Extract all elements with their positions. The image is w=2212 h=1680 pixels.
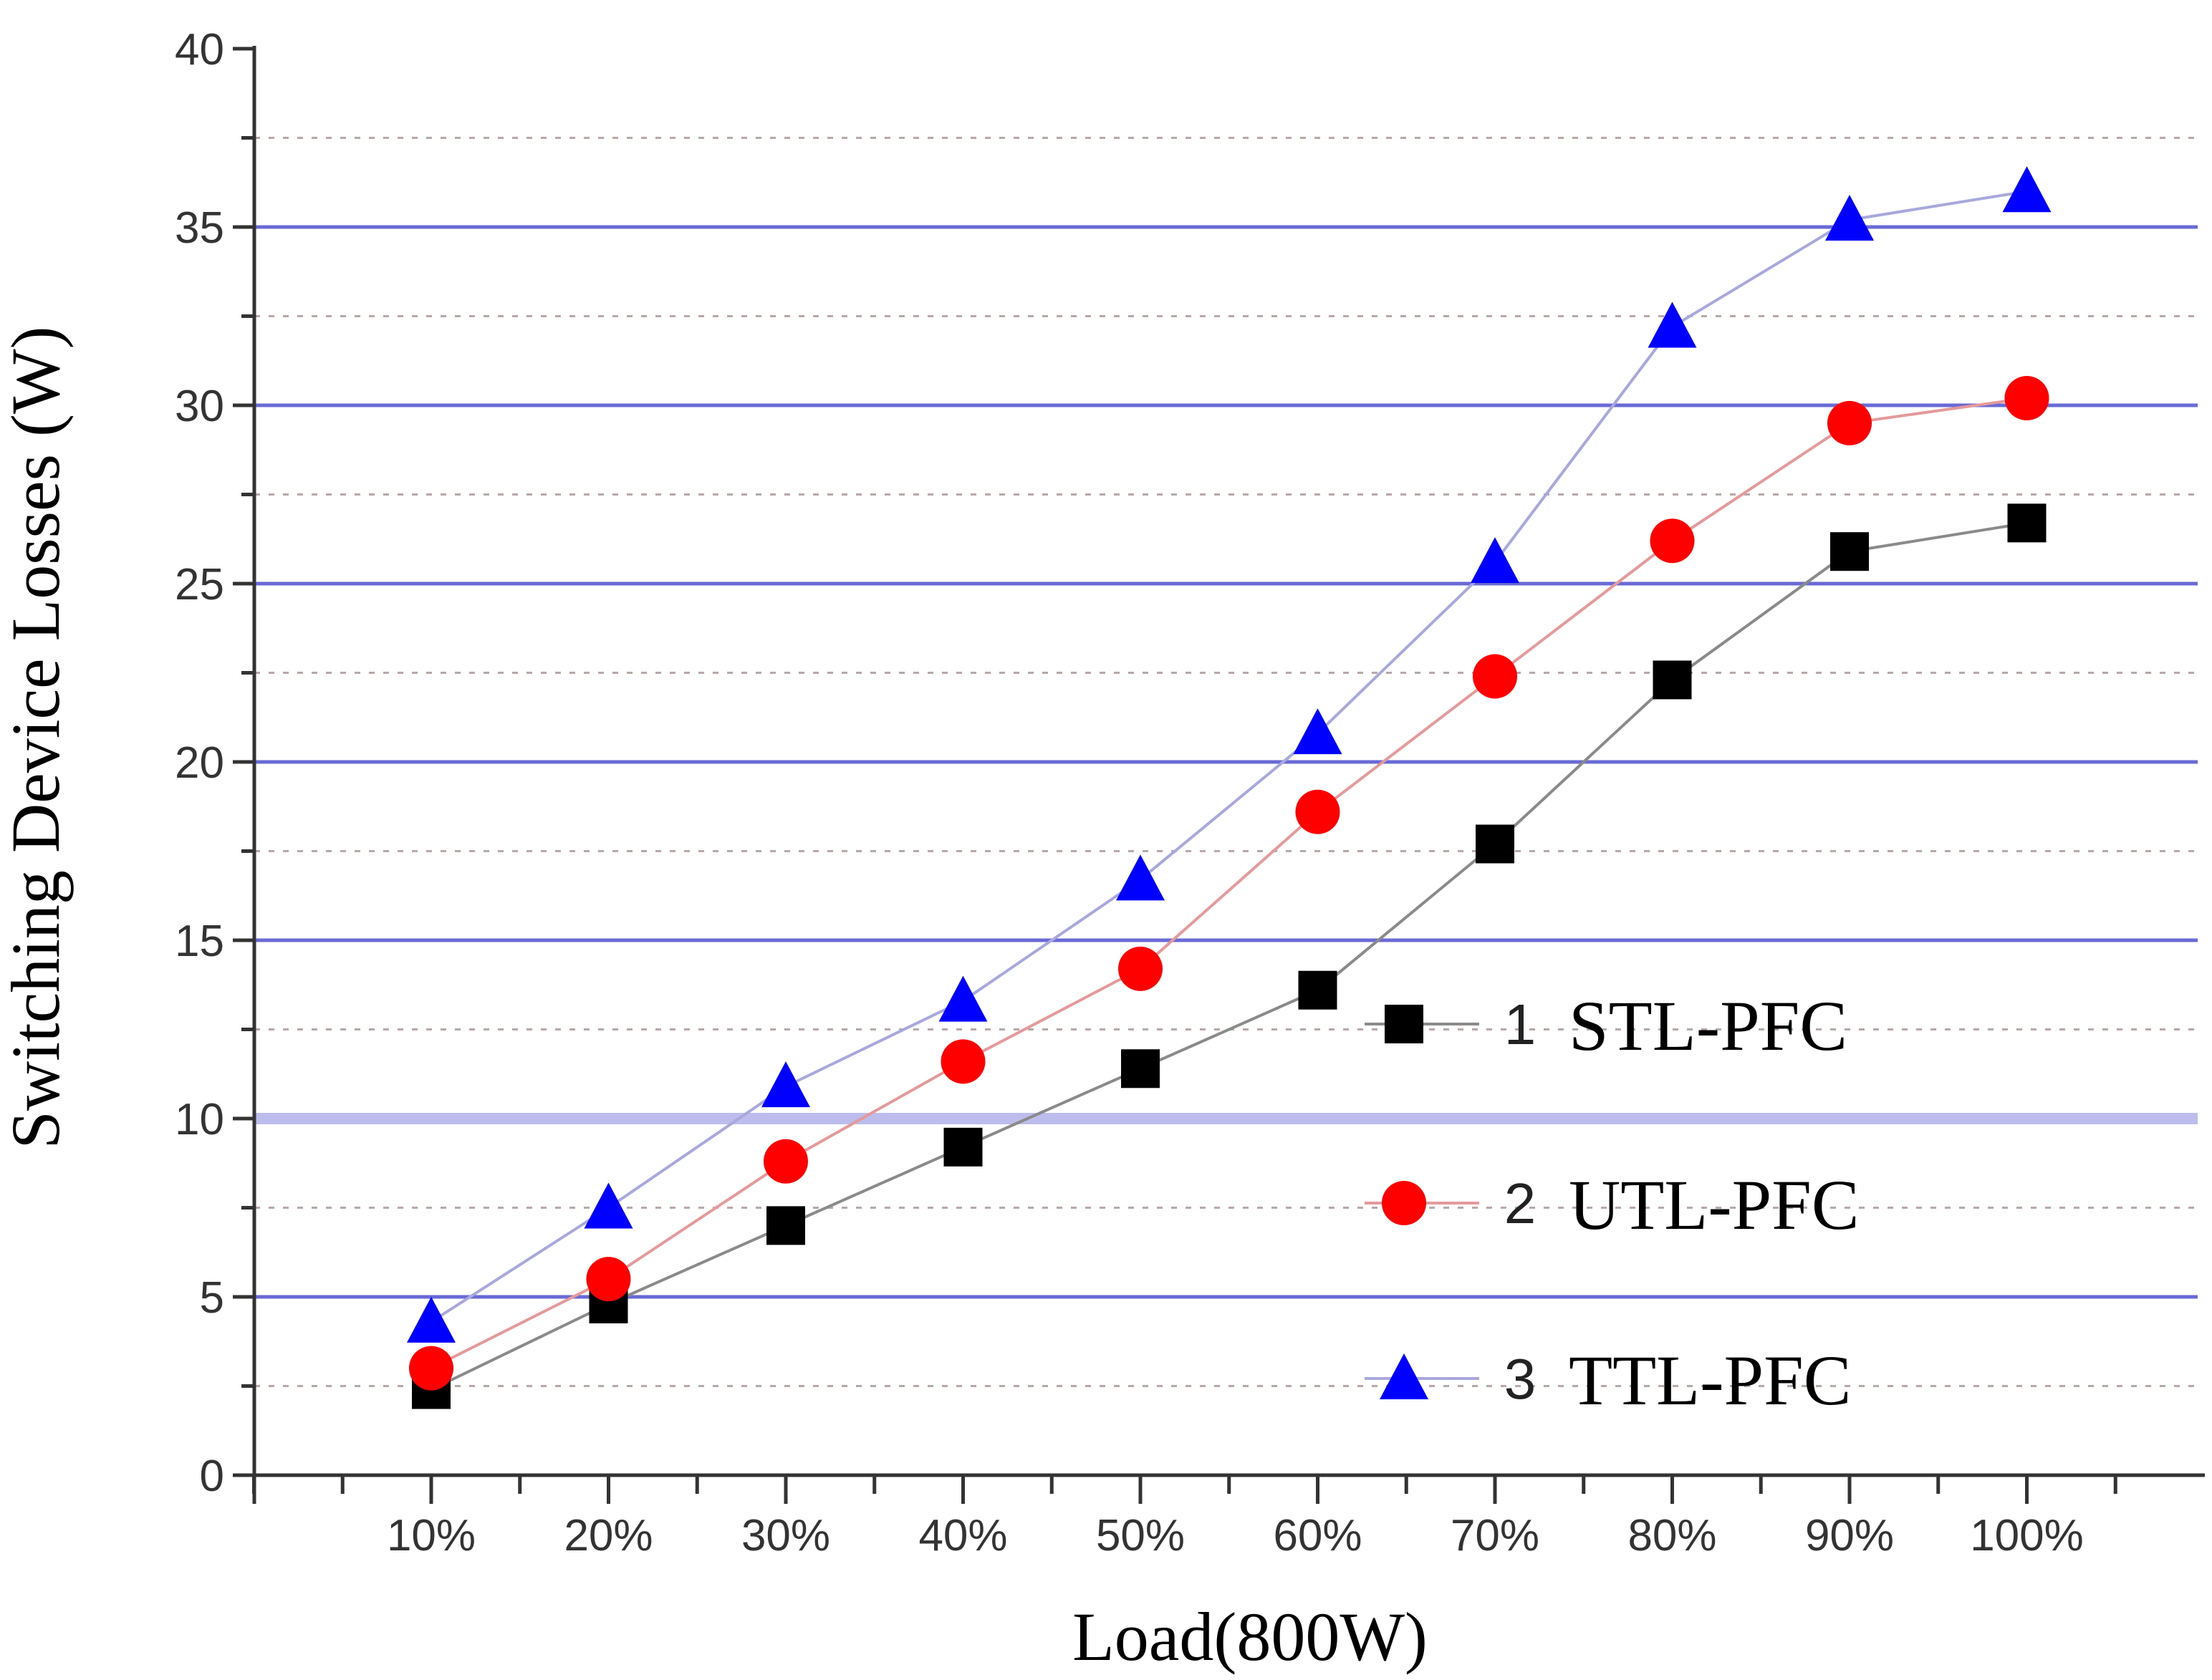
grid [254,137,2198,1387]
x-tick-label: 50% [1096,1511,1185,1560]
legend-number: 2 [1504,1172,1537,1235]
data-point [1473,654,1517,699]
data-point [943,1127,983,1167]
data-point [2004,376,2049,421]
data-point [1298,970,1337,1010]
data-point [2007,503,2047,543]
data-point [2002,166,2052,213]
data-point [1653,660,1692,700]
data-point [1648,301,1697,348]
legend-item-ttl-pfc: 3 TTL-PFC [1365,1341,1851,1420]
legend-marker [1380,1353,1428,1399]
series-stl-pfc [412,503,2047,1409]
legend-label: STL-PFC [1569,986,1847,1066]
y-tick-label: 0 [200,1452,224,1501]
data-point [1118,946,1163,991]
data-point [1116,854,1165,901]
data-point [409,1346,453,1391]
legend-label: UTL-PFC [1569,1165,1860,1245]
data-point [1830,532,1869,571]
legend-item-stl-pfc: 1 STL-PFC [1365,986,1847,1066]
data-point [1650,518,1695,564]
data-point [1471,537,1519,584]
y-tick-label: 25 [175,560,224,609]
series-line [431,521,2027,1391]
data-point [938,975,988,1022]
data-point [1825,195,1874,241]
data-point [1827,400,1872,445]
x-tick-label: 20% [564,1511,653,1560]
y-axis-title: Switching Device Losses (W) [0,326,74,1149]
data-point [766,1206,805,1245]
legend-marker [1385,1005,1423,1043]
y-tick-label: 35 [175,203,224,253]
x-axis-title: Load(800W) [1072,1598,1428,1675]
data-point [407,1296,456,1343]
y-tick-label: 30 [175,382,224,431]
x-tick-label: 30% [741,1511,830,1560]
x-tick-label: 60% [1273,1511,1362,1560]
data-point [1295,789,1340,834]
legend-item-utl-pfc: 2 UTL-PFC [1365,1165,1860,1245]
x-tick-label: 70% [1451,1511,1539,1560]
series-utl-pfc [409,376,2049,1391]
data-point [941,1039,986,1084]
data-point [761,1061,810,1108]
legend-label: TTL-PFC [1569,1341,1851,1420]
data-point [586,1257,631,1302]
axes: 0 5 10 15 20 25 30 35 40 10% 20% 30% 40% 50% 60% 70% 80%… [175,25,2205,1560]
data-point [1476,824,1514,864]
x-tick-label: 40% [918,1511,1007,1560]
x-tick-label: 100% [1970,1511,2084,1560]
data-point [1121,1049,1160,1088]
series-line [430,190,2027,1323]
x-tick-label: 80% [1627,1511,1716,1560]
y-tick-label: 40 [175,25,224,74]
legend-number: 3 [1504,1347,1537,1411]
legend: 1 STL-PFC 2 UTL-PFC 3 TTL-PFC [1365,986,1860,1420]
legend-number: 1 [1504,993,1537,1056]
series-group [407,166,2052,1409]
data-point [1293,708,1342,755]
x-tick-label: 10% [387,1511,476,1560]
data-point [584,1182,633,1229]
series-ttl-pfc [407,166,2052,1343]
legend-marker [1382,1181,1426,1225]
data-point [764,1139,808,1184]
y-tick-label: 20 [175,738,224,788]
x-tick-label: 90% [1805,1511,1894,1560]
y-tick-label: 5 [200,1273,224,1323]
y-tick-label: 10 [175,1095,224,1144]
series-line [431,397,2027,1370]
y-tick-label: 15 [175,917,224,966]
